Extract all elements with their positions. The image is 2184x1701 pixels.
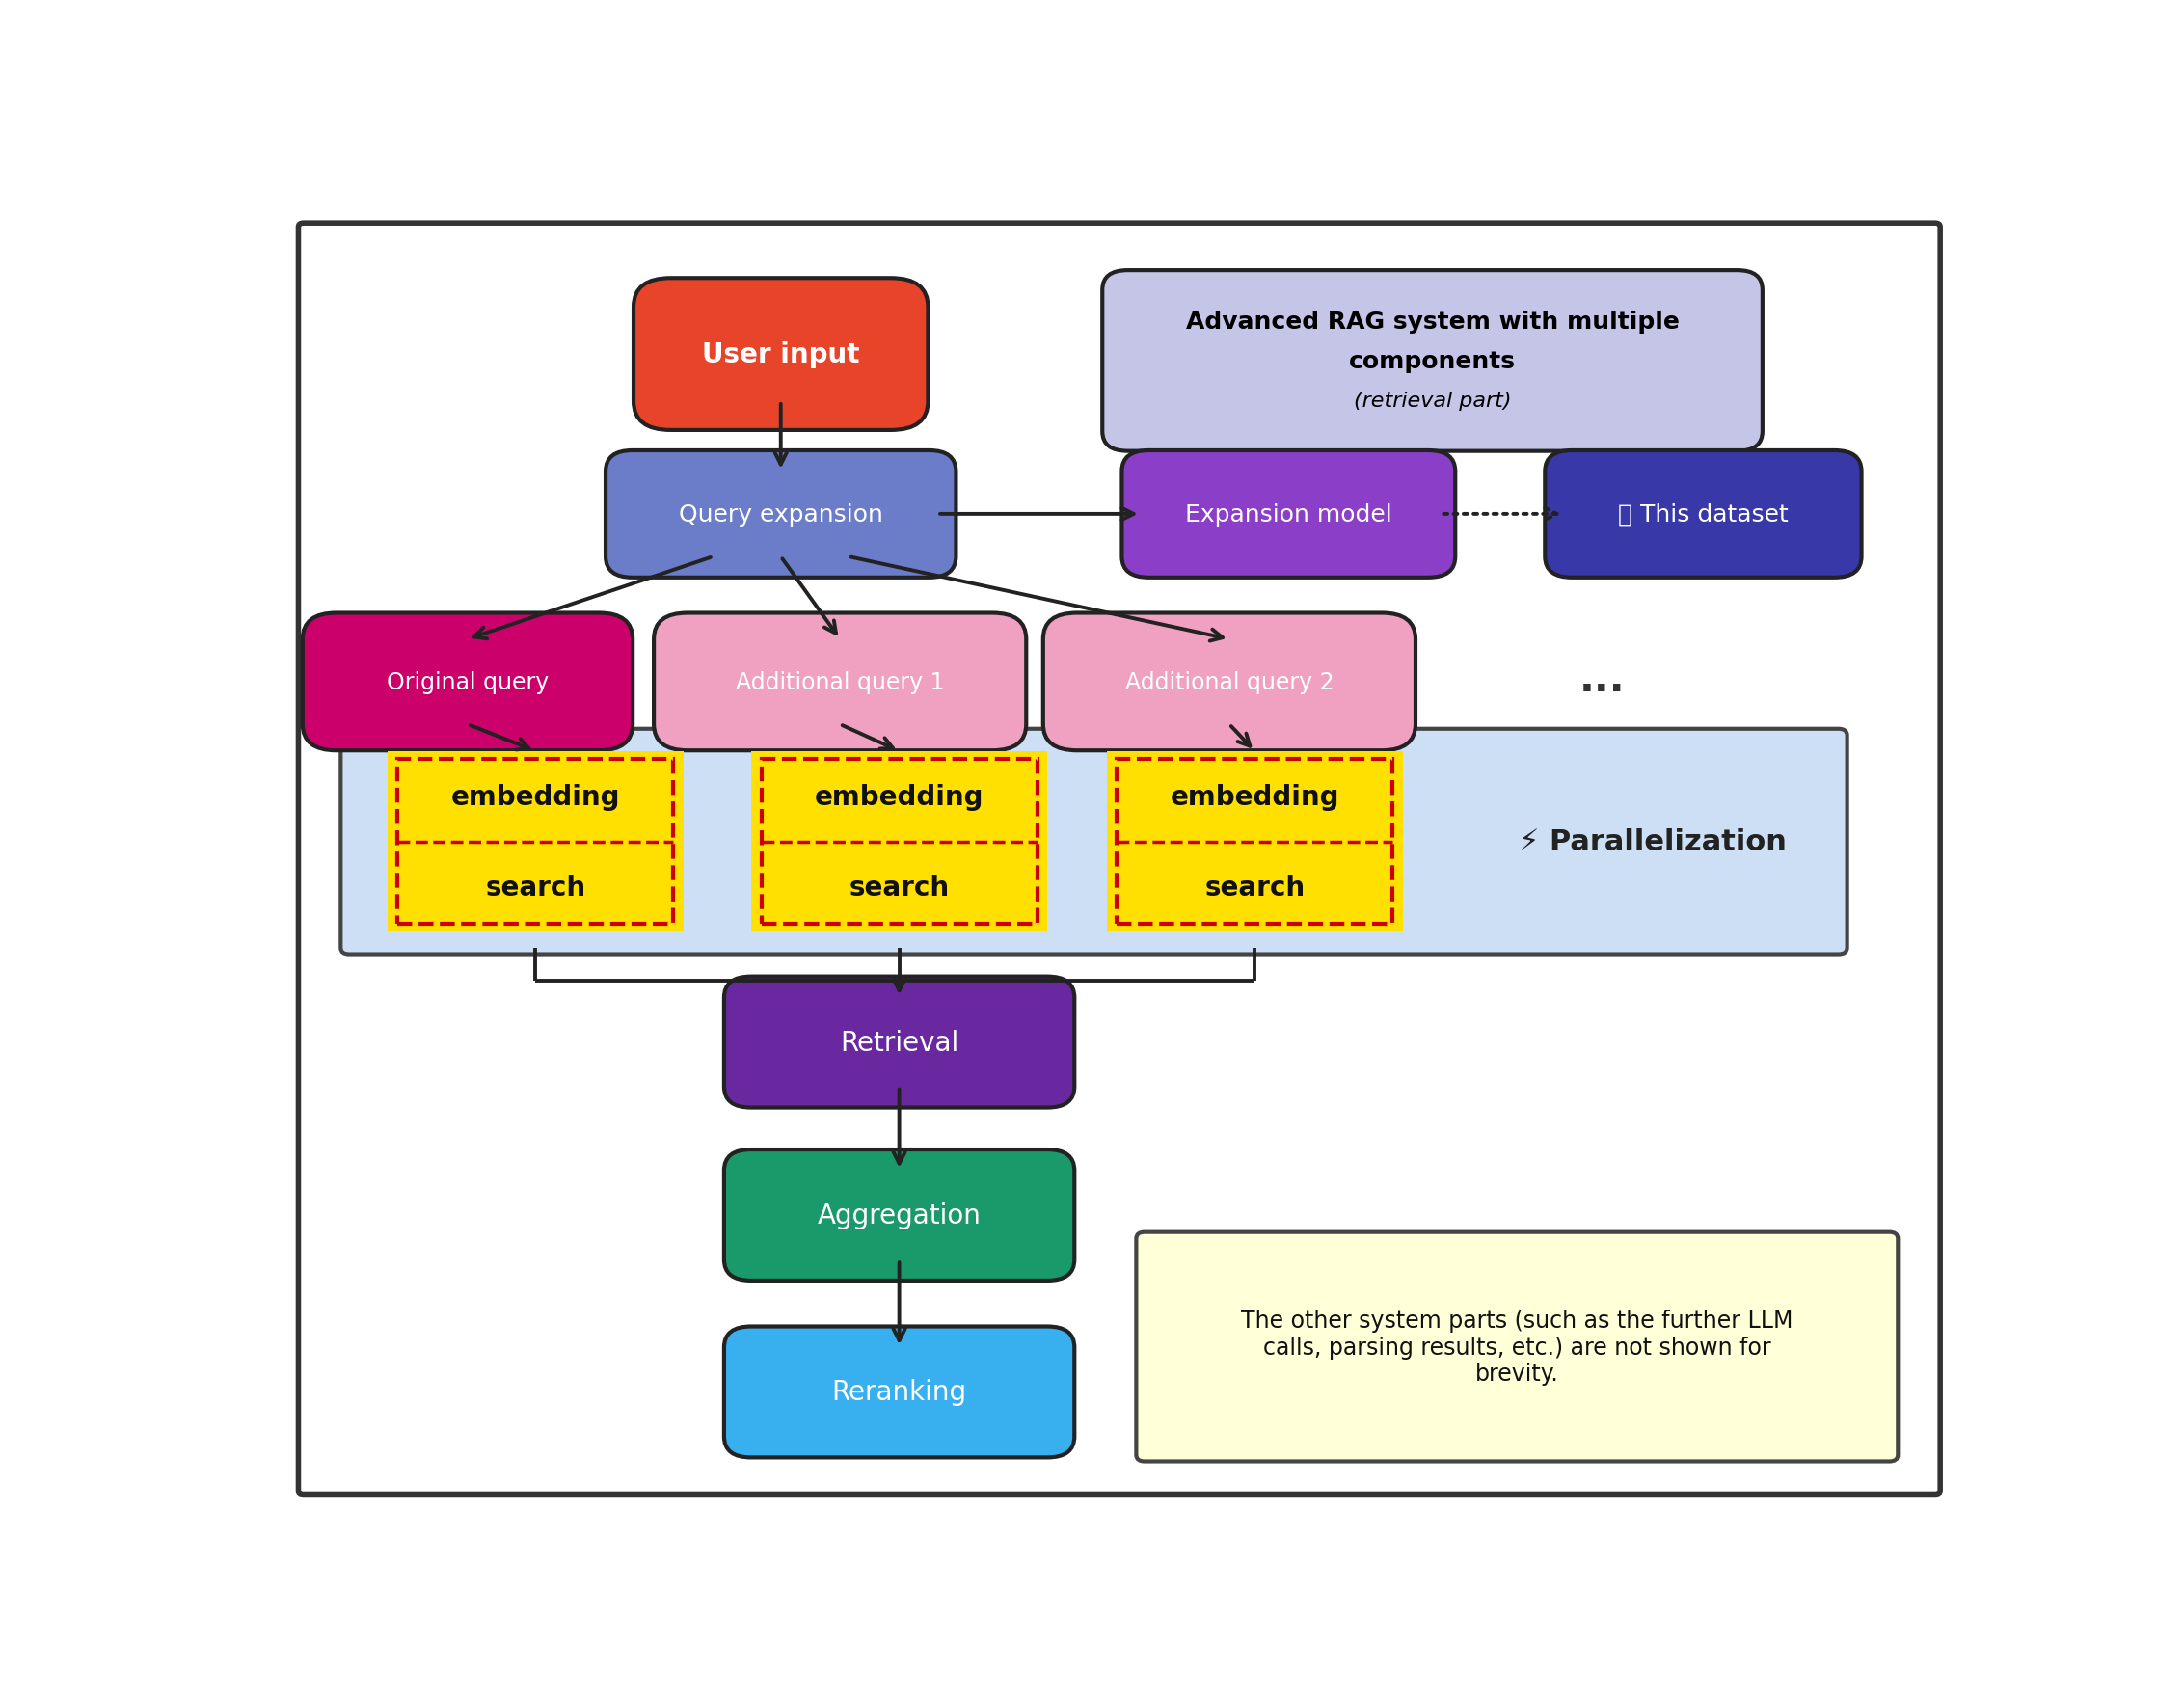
Text: User input: User input: [701, 342, 860, 367]
Text: search: search: [850, 874, 950, 900]
FancyBboxPatch shape: [751, 752, 1048, 932]
Text: Reranking: Reranking: [832, 1378, 968, 1405]
Text: (retrieval part): (retrieval part): [1354, 391, 1511, 410]
FancyBboxPatch shape: [653, 614, 1026, 750]
FancyBboxPatch shape: [1136, 1232, 1898, 1461]
FancyBboxPatch shape: [299, 225, 1939, 1493]
Text: ⭐ This dataset: ⭐ This dataset: [1618, 503, 1789, 526]
Text: components: components: [1350, 350, 1516, 373]
FancyBboxPatch shape: [1544, 451, 1861, 578]
FancyBboxPatch shape: [1123, 451, 1455, 578]
Text: embedding: embedding: [450, 782, 620, 810]
Text: The other system parts (such as the further LLM
calls, parsing results, etc.) ar: The other system parts (such as the furt…: [1241, 1308, 1793, 1385]
Text: Expansion model: Expansion model: [1186, 503, 1391, 526]
Text: Additional query 2: Additional query 2: [1125, 670, 1334, 694]
Text: Query expansion: Query expansion: [679, 503, 882, 526]
FancyBboxPatch shape: [633, 279, 928, 430]
Text: Aggregation: Aggregation: [817, 1203, 981, 1228]
Text: embedding: embedding: [815, 782, 983, 810]
FancyBboxPatch shape: [725, 976, 1075, 1107]
Text: Additional query 1: Additional query 1: [736, 670, 943, 694]
FancyBboxPatch shape: [725, 1150, 1075, 1281]
Text: embedding: embedding: [1171, 782, 1339, 810]
FancyBboxPatch shape: [1044, 614, 1415, 750]
Text: Original query: Original query: [387, 670, 548, 694]
FancyBboxPatch shape: [1103, 270, 1762, 452]
FancyBboxPatch shape: [304, 614, 633, 750]
FancyBboxPatch shape: [341, 730, 1848, 954]
FancyBboxPatch shape: [1107, 752, 1402, 932]
Text: search: search: [485, 874, 585, 900]
FancyBboxPatch shape: [725, 1327, 1075, 1458]
FancyBboxPatch shape: [605, 451, 957, 578]
FancyBboxPatch shape: [387, 752, 684, 932]
Text: Retrieval: Retrieval: [841, 1029, 959, 1056]
Text: search: search: [1206, 874, 1304, 900]
Text: Advanced RAG system with multiple: Advanced RAG system with multiple: [1186, 311, 1679, 333]
Text: ⚡ Parallelization: ⚡ Parallelization: [1518, 828, 1787, 856]
Text: ...: ...: [1579, 660, 1625, 699]
